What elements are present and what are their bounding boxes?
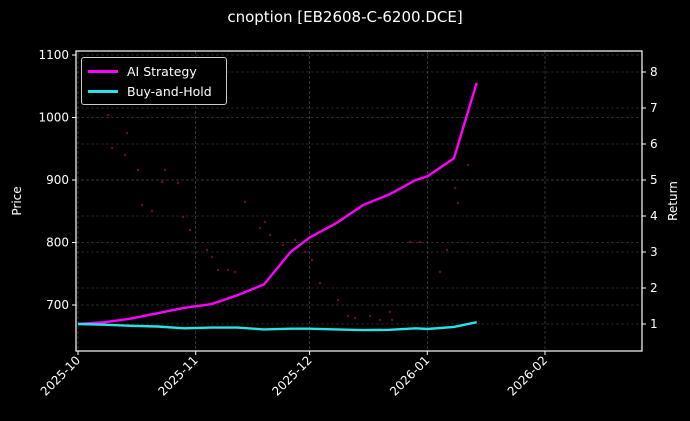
x-tick-label: 2025-10 — [38, 353, 83, 398]
right-tick-label: 2 — [650, 281, 658, 295]
right-tick-label: 1 — [650, 317, 658, 331]
series-lines — [77, 82, 478, 332]
left-tick-label: 700 — [46, 298, 69, 312]
chart-title: cnoption [EB2608-C-6200.DCE] — [227, 8, 463, 26]
x-tick-label: 2026-01 — [387, 353, 432, 398]
legend-label-buy-and-hold: Buy-and-Hold — [127, 83, 212, 99]
x-tick-label: 2025-11 — [155, 353, 200, 398]
x-tick-label: 2026-02 — [505, 353, 550, 398]
right-tick-label: 6 — [650, 137, 658, 151]
right-tick-label: 8 — [650, 65, 658, 79]
price-scatter-points — [106, 113, 470, 322]
plot-frame — [75, 50, 643, 352]
grid-lines — [76, 51, 642, 351]
legend-swatch-buy-and-hold — [88, 89, 118, 93]
series-line-buy-and-hold — [77, 321, 477, 332]
x-tick-label: 2025-12 — [269, 353, 314, 398]
left-axis-ticks: 700 800 900 1000 1100 — [38, 48, 76, 312]
legend-swatch-ai-strategy — [88, 69, 118, 73]
series-line-ai-strategy — [77, 82, 478, 326]
right-axis-ticks: 1 2 3 4 5 6 7 8 — [642, 65, 658, 331]
right-tick-label: 4 — [650, 209, 658, 223]
left-axis-label: Price — [10, 186, 24, 215]
left-tick-label: 800 — [46, 236, 69, 250]
legend: AI Strategy Buy-and-Hold — [81, 57, 227, 105]
x-axis-ticks: 2025-10 2025-11 2025-12 2026-01 2026-02 — [38, 351, 550, 399]
left-tick-label: 900 — [46, 173, 69, 187]
legend-label-ai-strategy: AI Strategy — [127, 63, 197, 79]
right-tick-label: 7 — [650, 101, 658, 115]
legend-item-buy-and-hold: Buy-and-Hold — [88, 82, 212, 100]
legend-item-ai-strategy: AI Strategy — [88, 62, 197, 80]
right-axis-label: Return — [666, 181, 680, 221]
right-tick-label: 5 — [650, 173, 658, 187]
right-tick-label: 3 — [650, 245, 658, 259]
left-tick-label: 1000 — [38, 111, 69, 125]
left-tick-label: 1100 — [38, 48, 69, 62]
